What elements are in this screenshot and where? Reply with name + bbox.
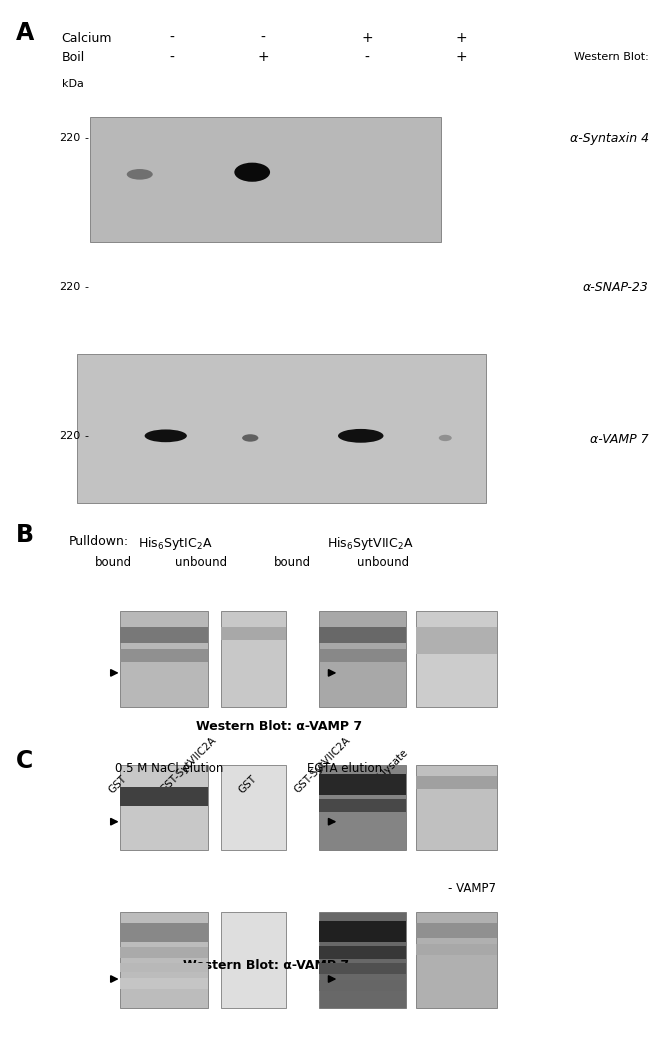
Text: Boil: Boil bbox=[62, 51, 85, 64]
Text: A: A bbox=[16, 21, 34, 46]
Bar bbox=[120, 923, 208, 942]
Text: GST-SytVIIC2A: GST-SytVIIC2A bbox=[292, 736, 352, 795]
Text: -: - bbox=[84, 431, 88, 441]
Text: Western Blot: α-VAMP 7: Western Blot: α-VAMP 7 bbox=[196, 720, 363, 732]
Bar bbox=[318, 765, 406, 850]
Text: -: - bbox=[170, 31, 175, 46]
Text: 220: 220 bbox=[58, 133, 80, 144]
Text: 0.5 M NaCl elution: 0.5 M NaCl elution bbox=[115, 762, 223, 775]
Text: GST-SytVIIC2A: GST-SytVIIC2A bbox=[159, 736, 218, 795]
Text: -: - bbox=[84, 282, 88, 292]
Bar bbox=[120, 611, 208, 707]
Ellipse shape bbox=[144, 429, 187, 442]
Bar bbox=[77, 354, 486, 503]
Text: EGTA elution: EGTA elution bbox=[307, 762, 382, 775]
Bar bbox=[90, 117, 441, 242]
Bar bbox=[416, 923, 497, 938]
Bar bbox=[318, 912, 406, 1008]
Bar bbox=[318, 946, 406, 959]
Bar bbox=[318, 980, 406, 991]
Text: Calcium: Calcium bbox=[62, 32, 112, 45]
Bar bbox=[221, 765, 286, 850]
Bar bbox=[120, 963, 208, 972]
Ellipse shape bbox=[127, 169, 153, 180]
Bar bbox=[120, 978, 208, 989]
Bar bbox=[221, 912, 286, 1008]
Bar bbox=[120, 912, 208, 1008]
Ellipse shape bbox=[235, 163, 270, 182]
Text: -: - bbox=[84, 133, 88, 144]
Text: -: - bbox=[170, 50, 175, 65]
Text: Pulldown:: Pulldown: bbox=[68, 535, 129, 547]
Text: 220: 220 bbox=[58, 282, 80, 292]
Text: His$_6$SytIC$_2$A: His$_6$SytIC$_2$A bbox=[138, 535, 213, 552]
Bar bbox=[318, 774, 406, 795]
Text: +: + bbox=[456, 31, 467, 46]
Text: Western Blot:: Western Blot: bbox=[574, 52, 649, 63]
Bar bbox=[416, 765, 497, 850]
Bar bbox=[221, 627, 286, 640]
Text: -: - bbox=[261, 31, 266, 46]
Text: bound: bound bbox=[274, 556, 311, 569]
Text: -: - bbox=[365, 50, 370, 65]
Text: +: + bbox=[257, 50, 269, 65]
Text: Western Blot: α-VAMP 7: Western Blot: α-VAMP 7 bbox=[183, 959, 350, 972]
Bar bbox=[416, 776, 497, 789]
Text: unbound: unbound bbox=[358, 556, 410, 569]
Text: C: C bbox=[16, 749, 34, 774]
Text: NRK lysate: NRK lysate bbox=[363, 748, 410, 795]
Bar bbox=[318, 921, 406, 942]
Text: bound: bound bbox=[95, 556, 133, 569]
Bar bbox=[318, 611, 406, 707]
Text: - VAMP7: - VAMP7 bbox=[448, 882, 497, 895]
Ellipse shape bbox=[439, 435, 452, 441]
Bar bbox=[416, 912, 497, 1008]
Bar bbox=[416, 611, 497, 707]
Text: unbound: unbound bbox=[176, 556, 227, 569]
Bar bbox=[318, 963, 406, 974]
Text: α-VAMP 7: α-VAMP 7 bbox=[590, 433, 649, 445]
Bar bbox=[120, 765, 208, 850]
Text: His$_6$SytVIIC$_2$A: His$_6$SytVIIC$_2$A bbox=[327, 535, 414, 552]
Text: GST: GST bbox=[237, 773, 259, 795]
Bar bbox=[416, 944, 497, 955]
Bar bbox=[318, 649, 406, 662]
Bar bbox=[120, 787, 208, 806]
Text: B: B bbox=[16, 523, 34, 547]
Ellipse shape bbox=[338, 428, 384, 442]
Text: +: + bbox=[361, 31, 373, 46]
Text: GST: GST bbox=[107, 773, 129, 795]
Bar bbox=[318, 799, 406, 812]
Bar bbox=[221, 611, 286, 707]
Bar bbox=[120, 627, 208, 643]
Bar bbox=[318, 627, 406, 643]
Text: 220: 220 bbox=[58, 431, 80, 441]
Bar bbox=[416, 627, 497, 654]
Text: +: + bbox=[456, 50, 467, 65]
Bar bbox=[120, 649, 208, 662]
Text: α-Syntaxin 4: α-Syntaxin 4 bbox=[569, 132, 649, 145]
Text: kDa: kDa bbox=[62, 79, 84, 89]
Ellipse shape bbox=[242, 434, 259, 441]
Text: α-SNAP-23: α-SNAP-23 bbox=[583, 281, 649, 293]
Bar bbox=[120, 947, 208, 958]
